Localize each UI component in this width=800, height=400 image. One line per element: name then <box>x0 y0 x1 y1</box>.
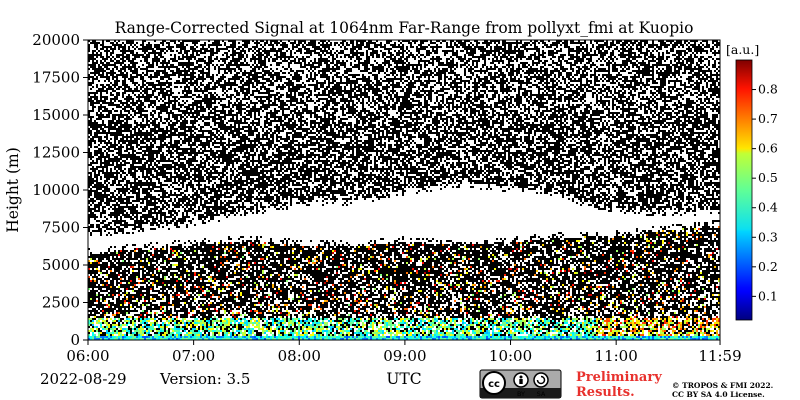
colorbar-tick-label: 0.1 <box>758 288 778 303</box>
x-axis-label: UTC <box>386 370 421 388</box>
colorbar-gradient <box>736 60 752 320</box>
version-label: Version: 3.5 <box>159 370 250 388</box>
badge-sa-label: SA <box>537 390 546 398</box>
chart-title: Range-Corrected Signal at 1064nm Far-Ran… <box>115 19 694 37</box>
y-tick-label: 5000 <box>42 256 80 274</box>
by-icon-body <box>519 379 522 384</box>
y-tick-label: 2500 <box>42 294 80 312</box>
date-label: 2022-08-29 <box>40 370 126 388</box>
cc-license-badge[interactable]: cc BY SA <box>480 370 561 398</box>
copyright-line1: © TROPOS & FMI 2022. <box>672 381 773 390</box>
colorbar-ticks: 0.1 0.2 0.3 0.4 0.5 0.6 0.7 0.8 <box>752 82 778 304</box>
by-icon-head <box>520 376 523 379</box>
y-axis-label: Height (m) <box>4 147 22 233</box>
colorbar-tick-label: 0.7 <box>758 111 778 126</box>
x-tick-label: 06:00 <box>66 347 109 365</box>
cc-icon-text: cc <box>488 379 500 390</box>
colorbar: [a.u.] 0.1 0.2 0.3 0.4 0.5 0.6 0.7 0.8 <box>726 42 778 320</box>
colorbar-tick-label: 0.5 <box>758 170 778 185</box>
sa-icon <box>534 373 548 387</box>
y-tick-label: 7500 <box>42 219 80 237</box>
y-tick-label: 12500 <box>32 144 80 162</box>
preliminary-label-line1: Preliminary <box>576 370 662 385</box>
x-tick-label: 09:00 <box>383 347 426 365</box>
colorbar-unit: [a.u.] <box>726 42 759 57</box>
colorbar-tick-label: 0.8 <box>758 82 778 97</box>
y-tick-label: 17500 <box>32 69 80 87</box>
colorbar-tick-label: 0.6 <box>758 141 778 156</box>
y-tick-label: 15000 <box>32 106 80 124</box>
colorbar-tick-label: 0.4 <box>758 200 778 215</box>
copyright-line2: CC BY SA 4.0 License. <box>672 390 765 399</box>
x-axis: 06:00 07:00 08:00 09:00 10:00 11:00 11:59 <box>66 340 741 365</box>
colorbar-tick-label: 0.3 <box>758 229 778 244</box>
plot-area <box>88 40 720 340</box>
y-tick-label: 20000 <box>32 31 80 49</box>
x-tick-label: 11:00 <box>595 347 638 365</box>
x-tick-label: 08:00 <box>278 347 321 365</box>
x-tick-label: 11:59 <box>698 347 741 365</box>
x-tick-label: 07:00 <box>172 347 215 365</box>
colorbar-tick-label: 0.2 <box>758 259 778 274</box>
x-tick-label: 10:00 <box>489 347 532 365</box>
badge-by-label: BY <box>517 390 525 398</box>
preliminary-label-line2: Results. <box>576 385 635 400</box>
y-tick-label: 10000 <box>32 181 80 199</box>
